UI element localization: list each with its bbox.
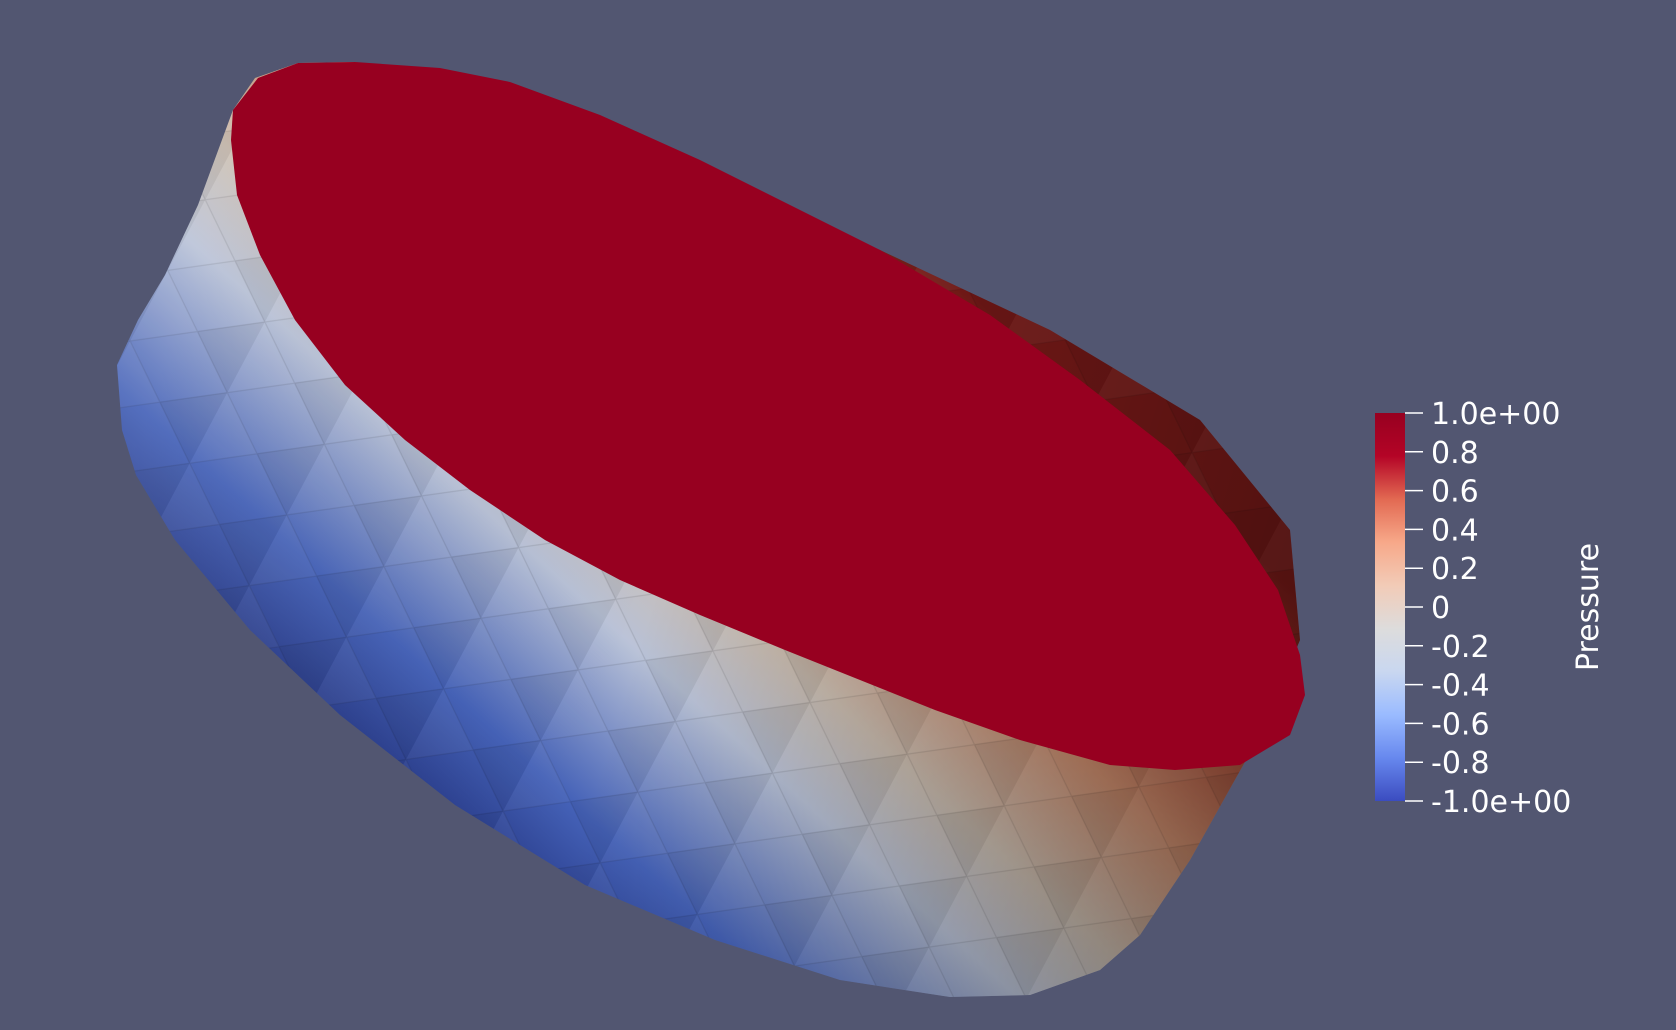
colorbar-tick-label: 0.4 <box>1431 513 1479 548</box>
colorbar-tick-label: -0.8 <box>1431 746 1490 781</box>
colorbar-tick-label: -0.6 <box>1431 707 1490 742</box>
colorbar-title: Pressure <box>1571 543 1606 671</box>
colorbar-tick-label: 0 <box>1431 591 1450 626</box>
cylinder-top-face <box>231 62 1305 770</box>
cylinder-mesh <box>117 62 1305 997</box>
colorbar-tick-label: 0.8 <box>1431 436 1479 471</box>
colorbar-tick-label: -1.0e+00 <box>1431 785 1571 820</box>
colorbar-tick-label: -0.4 <box>1431 669 1490 704</box>
colorbar-tick-label: -0.2 <box>1431 630 1490 665</box>
pressure-scalar-bar: 1.0e+00 0.8 0.60.4 0.2 0 -0.2 -0.4-0.6 -0.8 -1.0… <box>1375 397 1606 820</box>
colorbar-tick-label: 0.2 <box>1431 552 1479 587</box>
colorbar-ticks: 1.0e+00 0.8 0.60.4 0.2 0 -0.2 -0.4-0.6 -0.8 -1.0… <box>1405 397 1571 820</box>
colorbar <box>1375 413 1405 801</box>
colorbar-tick-label: 1.0e+00 <box>1431 397 1560 432</box>
colorbar-tick-label: 0.6 <box>1431 475 1479 510</box>
